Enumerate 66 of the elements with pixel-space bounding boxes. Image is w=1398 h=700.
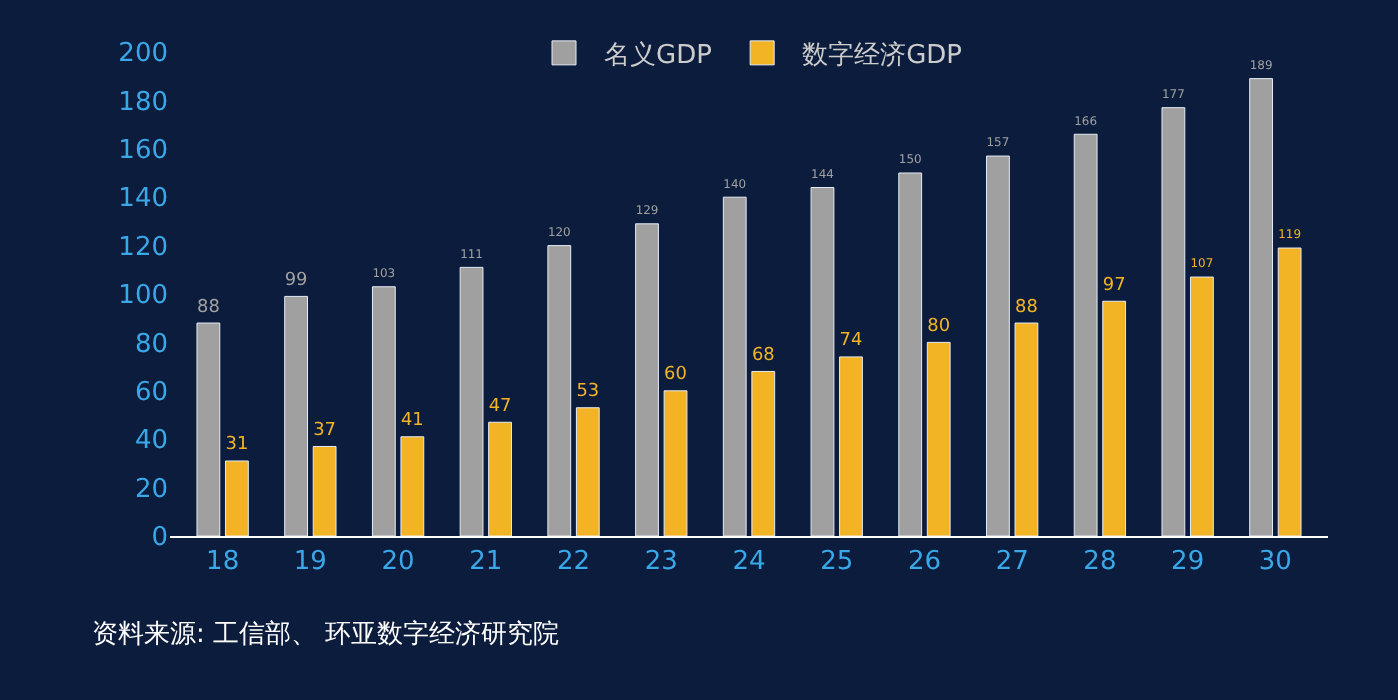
bar (926, 341, 951, 536)
bar (284, 295, 309, 536)
bar (400, 436, 425, 536)
data-label: 80 (927, 316, 951, 337)
bar (663, 390, 688, 536)
x-tick-label: 24 (732, 547, 766, 578)
y-tick-label: 140 (118, 184, 168, 215)
y-tick-label: 180 (118, 87, 168, 118)
bar (459, 266, 484, 536)
x-tick-label: 20 (381, 547, 415, 578)
text: 资料来源: 工信部、 环亚数字经济研究院 (92, 618, 560, 650)
x-tick-label: 18 (206, 547, 240, 578)
bar (1102, 300, 1127, 536)
legend-label: 名义GDP (604, 41, 713, 71)
x-tick-label: 29 (1171, 547, 1205, 578)
y-tick-label: 200 (118, 39, 168, 70)
bar (547, 245, 572, 536)
bar (722, 196, 747, 536)
data-label: 88 (1015, 297, 1039, 318)
bar (1277, 247, 1302, 536)
y-tick-label: 100 (118, 281, 168, 312)
data-label: 47 (488, 396, 512, 417)
bar (1014, 322, 1039, 536)
data-label: 99 (284, 270, 309, 291)
bar (1073, 133, 1098, 536)
bar (810, 187, 835, 536)
bar (371, 286, 396, 536)
data-label: 37 (313, 420, 336, 441)
bar (751, 370, 776, 536)
x-tick-label: 28 (1083, 547, 1117, 578)
data-label: 68 (751, 345, 776, 366)
data-label: 60 (664, 365, 688, 386)
x-tick-label: 23 (644, 547, 678, 578)
bar (635, 223, 659, 536)
bar (839, 356, 863, 536)
bar (488, 421, 512, 536)
x-tick-label: 26 (907, 547, 942, 578)
x-tick-label: 25 (820, 547, 854, 578)
legend-label: 数字经济GDP (802, 39, 963, 71)
bar (575, 407, 600, 536)
bar (196, 322, 221, 536)
data-label: 41 (400, 411, 424, 432)
bar (1161, 107, 1186, 536)
y-tick-label: 160 (118, 135, 168, 166)
x-tick-label: 19 (293, 547, 327, 578)
y-tick-label: 20 (134, 474, 168, 505)
data-label: 97 (1102, 275, 1126, 296)
y-tick-label: 0 (151, 523, 168, 554)
x-tick-label: 27 (995, 547, 1029, 578)
bar (224, 460, 249, 536)
data-label: 31 (225, 435, 249, 456)
y-tick-label: 120 (118, 232, 168, 263)
data-label: 88 (197, 297, 221, 318)
x-tick-label: 30 (1258, 547, 1292, 578)
bar (312, 445, 337, 536)
bar (986, 155, 1010, 536)
y-tick-label: 40 (134, 426, 168, 457)
bar (1189, 276, 1214, 536)
x-tick-label: 21 (469, 547, 503, 578)
bar (1249, 78, 1274, 536)
y-tick-label: 80 (134, 329, 168, 360)
bar (898, 172, 923, 536)
data-label: 53 (576, 382, 600, 403)
x-tick-label: 22 (556, 547, 591, 578)
data-label: 74 (839, 331, 863, 352)
y-tick-label: 60 (134, 377, 168, 408)
